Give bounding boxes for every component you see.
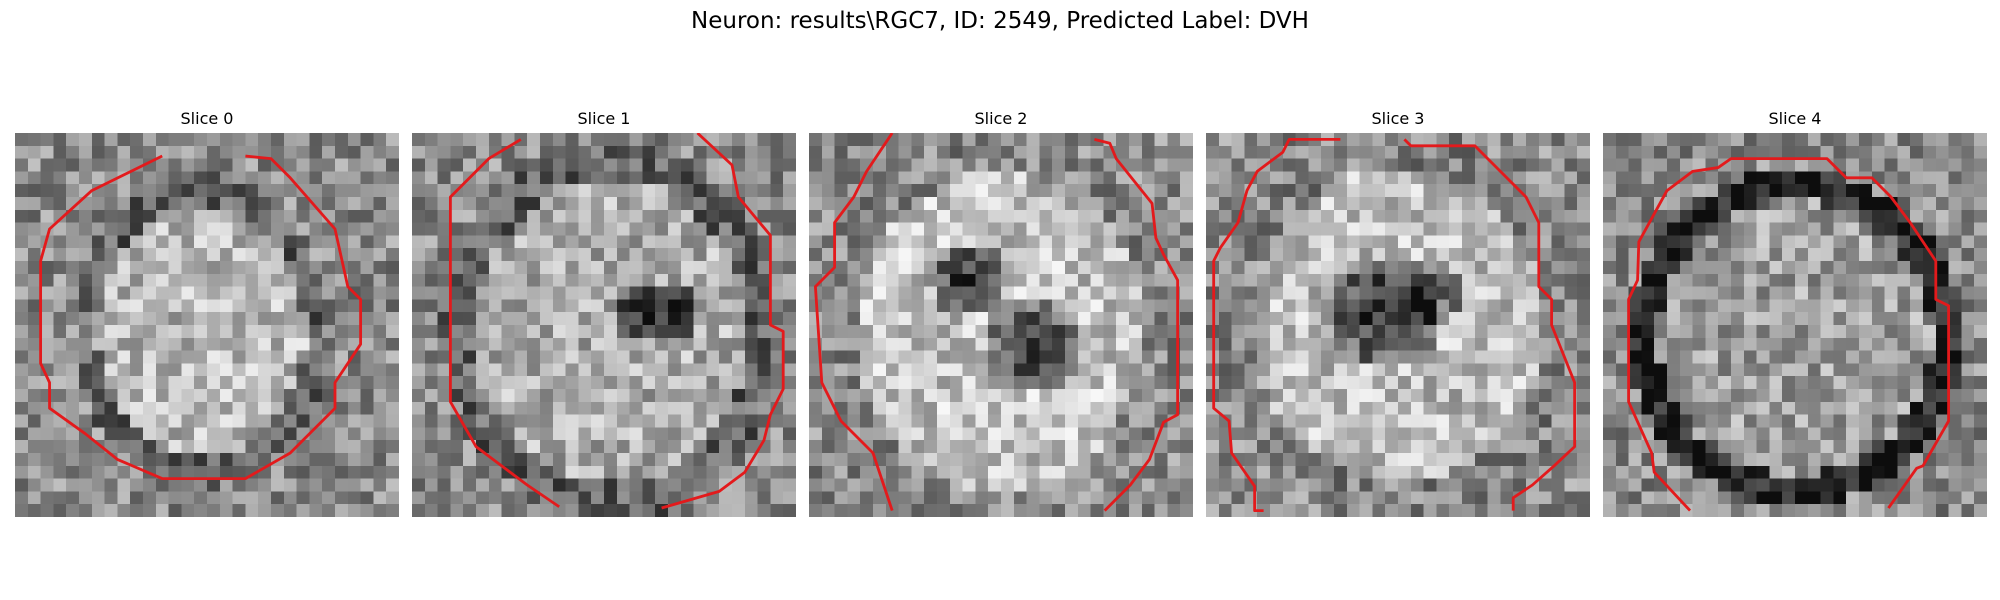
- slice-title-0: Slice 0: [180, 109, 234, 128]
- slice-panel-0: Slice 0: [15, 108, 399, 517]
- cell-contour-1-1: [661, 133, 785, 510]
- cell-contour-0-0: [39, 154, 363, 481]
- slice-title-3: Slice 3: [1371, 109, 1425, 128]
- cell-contour-3-0: [1212, 137, 1341, 513]
- cell-contour-3-1: [1403, 138, 1577, 511]
- slice-title-2: Slice 2: [974, 109, 1028, 128]
- slice-image-1: [412, 133, 796, 517]
- slice-panel-4: Slice 4: [1603, 108, 1987, 517]
- slice-title-1: Slice 1: [577, 109, 631, 128]
- slice-image-3: [1206, 133, 1590, 517]
- slice-panel-3: Slice 3: [1206, 108, 1590, 517]
- slice-title-4: Slice 4: [1768, 109, 1822, 128]
- cell-contour-2-extra-1: [1094, 138, 1180, 512]
- cell-contour-2-extra-0: [813, 133, 894, 512]
- slice-image-4: [1603, 133, 1987, 517]
- slice-panel-2: Slice 2: [809, 108, 1193, 517]
- figure-title: Neuron: results\RGC7, ID: 2549, Predicte…: [691, 8, 1309, 34]
- cell-contour-1-0: [448, 138, 560, 508]
- slice-panel-1: Slice 1: [412, 108, 796, 517]
- cell-contour-4-0: [1627, 157, 1951, 512]
- slice-image-0: [15, 133, 399, 517]
- slice-image-2: [809, 133, 1193, 517]
